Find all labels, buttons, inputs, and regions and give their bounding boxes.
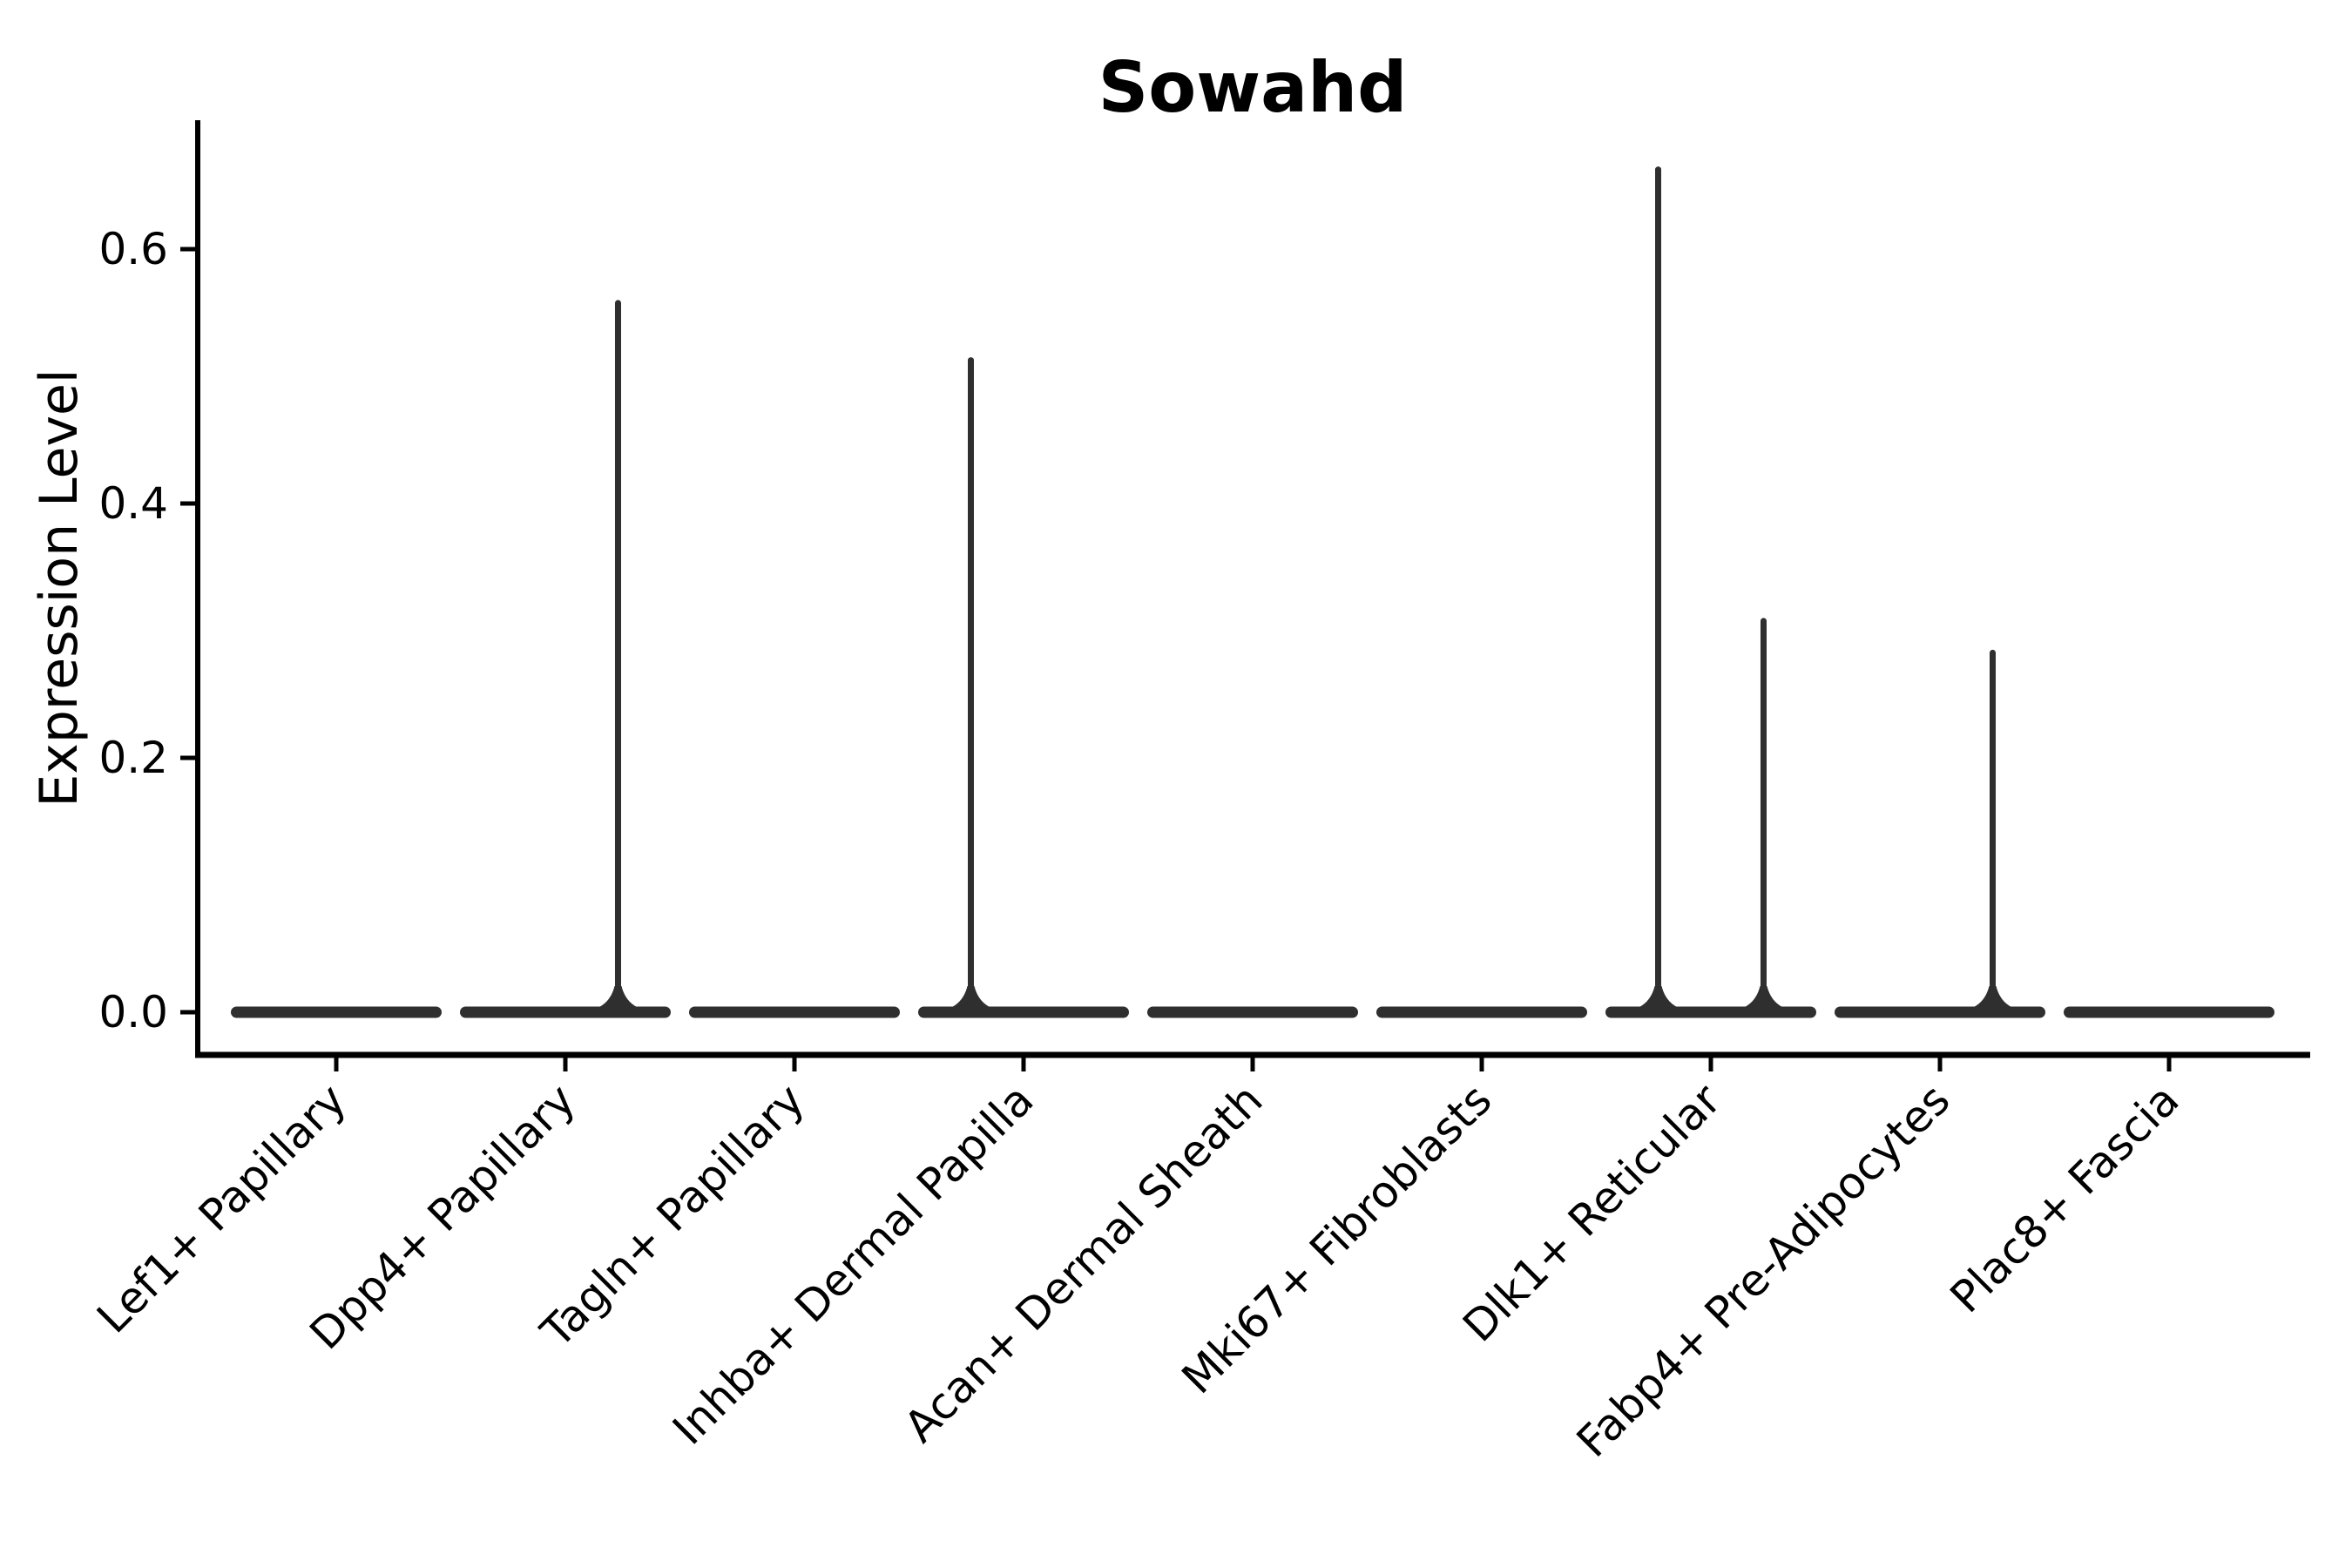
chart-title: Sowahd bbox=[1098, 47, 1408, 128]
y-tick-label: 0.6 bbox=[98, 224, 168, 274]
violin bbox=[689, 1006, 900, 1018]
violin-body bbox=[1376, 1006, 1587, 1018]
violin-spike-shoulder bbox=[588, 986, 648, 1017]
y-axis-label: Expression Level bbox=[29, 368, 90, 807]
violin-spike-shoulder bbox=[1734, 986, 1794, 1017]
x-tick-label: Lef1+ Papillary bbox=[87, 1074, 355, 1342]
violin bbox=[1147, 1006, 1358, 1018]
y-axis-ticks: 0.0 0.2 0.4 0.6 bbox=[98, 224, 198, 1037]
y-tick-label: 0.2 bbox=[98, 733, 168, 783]
violin bbox=[231, 1006, 442, 1018]
violin bbox=[460, 300, 671, 1018]
violin-spike-shoulder bbox=[1963, 986, 2023, 1017]
violin-spike-shoulder bbox=[1628, 986, 1688, 1017]
violins-group bbox=[231, 166, 2274, 1018]
violin-body bbox=[1147, 1006, 1358, 1018]
y-tick-label: 0.4 bbox=[98, 478, 168, 529]
violin-body bbox=[231, 1006, 442, 1018]
violin bbox=[1605, 166, 1816, 1018]
violin bbox=[2064, 1006, 2274, 1018]
x-tick-label: Fabp4+ Pre-Adipocytes bbox=[1567, 1074, 1960, 1467]
y-tick-label: 0.0 bbox=[98, 987, 168, 1037]
violin-body bbox=[689, 1006, 900, 1018]
violin bbox=[1376, 1006, 1587, 1018]
violin bbox=[1835, 649, 2045, 1018]
violin-spike-shoulder bbox=[941, 986, 1001, 1017]
x-tick-label: Plac8+ Fascia bbox=[1941, 1074, 2189, 1322]
violin-body bbox=[2064, 1006, 2274, 1018]
violin bbox=[918, 357, 1129, 1018]
